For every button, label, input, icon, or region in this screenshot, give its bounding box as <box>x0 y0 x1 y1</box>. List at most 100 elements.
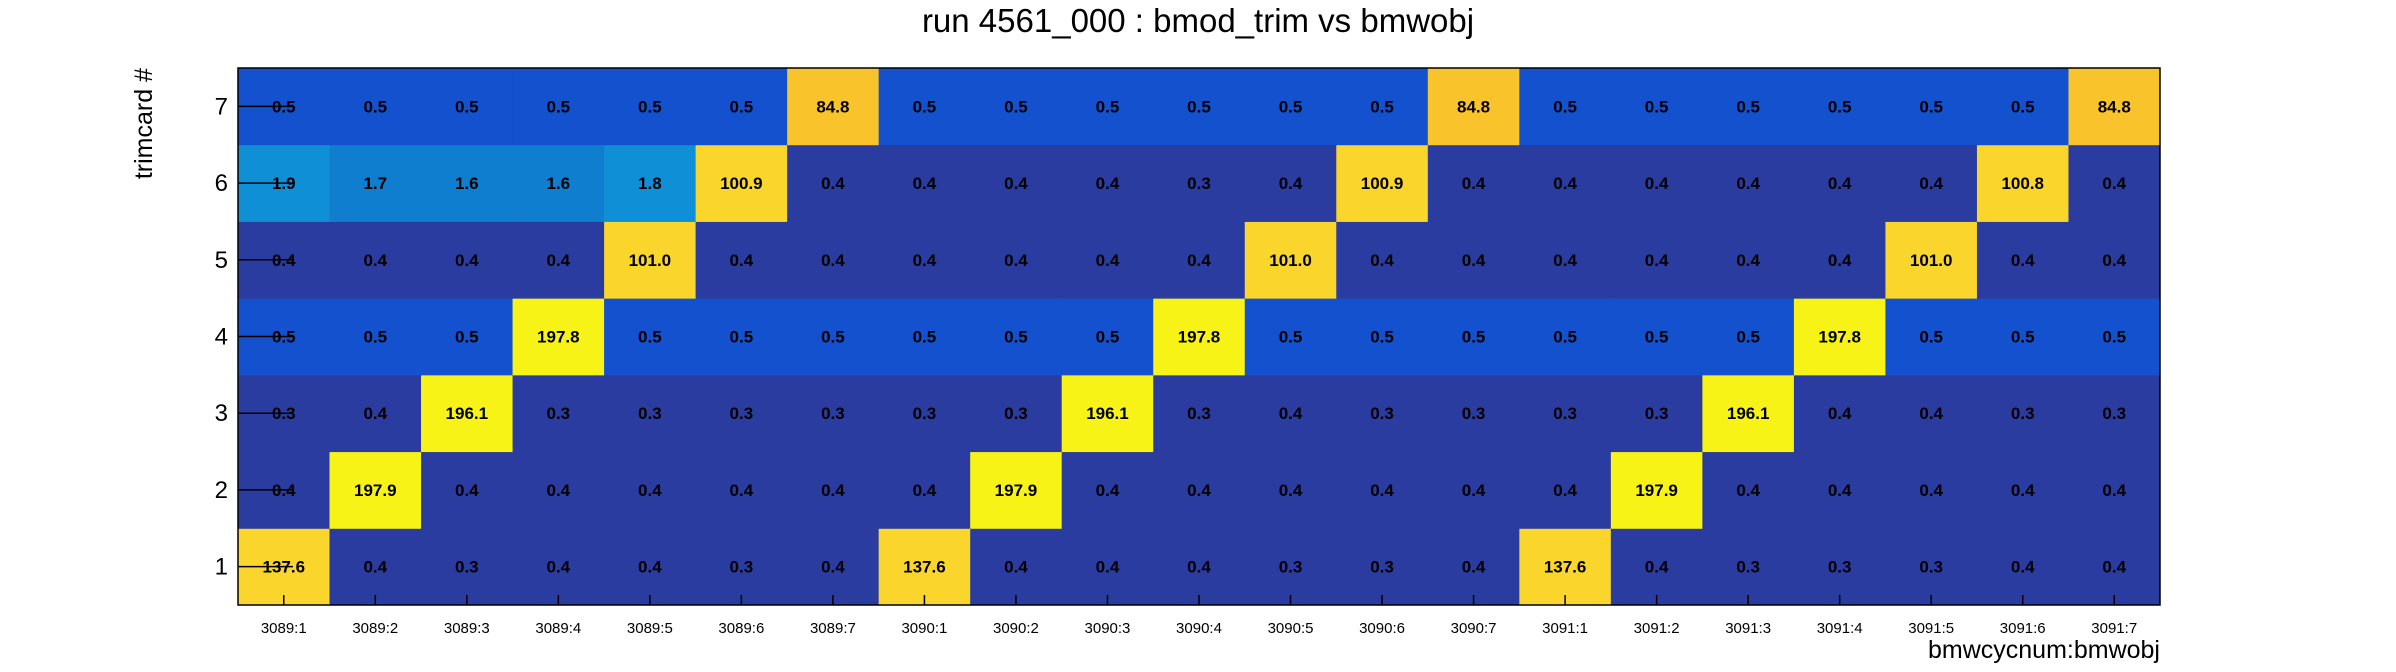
cell-value-label: 0.4 <box>2011 558 2035 577</box>
cell-value-label: 0.4 <box>363 558 387 577</box>
heatmap-cell <box>421 144 514 222</box>
cell-value-label: 0.5 <box>2011 328 2035 347</box>
cell-value-label: 0.4 <box>2102 174 2126 193</box>
heatmap-cell <box>329 528 422 606</box>
heatmap-cell <box>1153 68 1246 146</box>
cell-value-label: 0.3 <box>730 404 754 423</box>
heatmap-cell <box>1244 298 1337 376</box>
cell-value-label: 0.3 <box>455 558 479 577</box>
heatmap-cell <box>2068 451 2161 529</box>
cell-value-label: 0.4 <box>1828 404 1852 423</box>
heatmap-cell <box>787 68 880 146</box>
cell-value-label: 0.4 <box>1096 251 1120 270</box>
heatmap-cell <box>1244 451 1337 529</box>
cell-value-label: 0.4 <box>1096 174 1120 193</box>
cell-value-label: 137.6 <box>903 558 946 577</box>
heatmap-cell <box>604 144 697 222</box>
cell-value-label: 0.5 <box>1645 328 1669 347</box>
heatmap-cell <box>604 374 697 453</box>
cell-value-label: 0.4 <box>1919 174 1943 193</box>
x-tick-label: 3089:5 <box>627 620 673 637</box>
x-tick-label: 3089:4 <box>535 620 581 637</box>
cell-value-label: 84.8 <box>1457 97 1490 116</box>
heatmap-cell <box>1702 451 1795 529</box>
cell-value-label: 101.0 <box>1910 251 1953 270</box>
x-tick-label: 3090:1 <box>901 620 947 637</box>
heatmap-cell <box>878 221 971 299</box>
heatmap-cell <box>1793 374 1886 453</box>
cell-value-label: 0.4 <box>547 481 571 500</box>
cell-value-label: 0.3 <box>913 404 937 423</box>
cell-value-label: 0.3 <box>547 404 571 423</box>
cell-value-label: 1.6 <box>547 174 571 193</box>
heatmap-cell <box>878 451 971 529</box>
heatmap-cell <box>1702 221 1795 299</box>
heatmap-cell <box>1610 298 1703 376</box>
heatmap-cell <box>878 298 971 376</box>
cell-value-label: 0.4 <box>821 481 845 500</box>
cell-value-label: 1.8 <box>638 174 662 193</box>
cell-value-label: 0.4 <box>913 481 937 500</box>
x-tick-label: 3091:7 <box>2091 620 2137 637</box>
heatmap-cell <box>1976 298 2069 376</box>
heatmap-cell <box>1153 144 1246 222</box>
heatmap-cell <box>1336 298 1429 376</box>
cell-value-label: 0.4 <box>1736 251 1760 270</box>
cell-value-label: 0.5 <box>1096 328 1120 347</box>
heatmap-cell <box>1061 528 1154 606</box>
x-tick-label: 3091:4 <box>1817 620 1863 637</box>
heatmap-cell <box>878 528 971 606</box>
heatmap-cell <box>1061 451 1154 529</box>
cell-value-label: 100.9 <box>1361 174 1404 193</box>
y-tick-label: 2 <box>215 477 228 504</box>
heatmap-cell <box>1427 144 1520 222</box>
heatmap-cell <box>512 298 605 376</box>
cell-value-label: 0.4 <box>1187 251 1211 270</box>
cell-value-label: 0.3 <box>1370 404 1394 423</box>
cell-value-label: 0.5 <box>638 328 662 347</box>
cell-value-label: 0.4 <box>1553 174 1577 193</box>
heatmap-cell <box>1336 451 1429 529</box>
y-axis-label: trimcard # <box>130 68 158 179</box>
heatmap-cell <box>1519 451 1612 529</box>
heatmap-cell <box>878 68 971 146</box>
x-tick-label: 3089:1 <box>261 620 307 637</box>
cell-value-label: 0.4 <box>547 251 571 270</box>
cell-value-label: 0.5 <box>913 97 937 116</box>
heatmap-cell <box>421 221 514 299</box>
cell-value-label: 0.4 <box>1187 558 1211 577</box>
heatmap-cell <box>1336 221 1429 299</box>
cell-value-label: 0.5 <box>913 328 937 347</box>
cell-value-label: 0.4 <box>1828 251 1852 270</box>
cell-value-label: 0.5 <box>1828 97 1852 116</box>
cell-value-label: 1.6 <box>455 174 479 193</box>
heatmap-cell <box>1610 451 1703 529</box>
heatmap-cell <box>787 451 880 529</box>
cell-value-label: 0.4 <box>1004 251 1028 270</box>
cell-value-label: 0.4 <box>2102 251 2126 270</box>
cell-value-label: 0.4 <box>1370 481 1394 500</box>
cell-value-label: 0.3 <box>1828 558 1852 577</box>
x-tick-label: 3089:7 <box>810 620 856 637</box>
y-tick-label: 6 <box>215 170 228 197</box>
heatmap-cell <box>421 298 514 376</box>
heatmap-cell <box>787 221 880 299</box>
cell-value-label: 0.5 <box>547 97 571 116</box>
cell-value-label: 0.3 <box>1187 174 1211 193</box>
cell-value-label: 0.4 <box>913 174 937 193</box>
heatmap-cell <box>1793 298 1886 376</box>
cell-value-label: 84.8 <box>816 97 849 116</box>
cell-value-label: 0.4 <box>1919 404 1943 423</box>
heatmap-cell <box>787 374 880 453</box>
heatmap-cell <box>1427 451 1520 529</box>
x-tick-label: 3090:3 <box>1085 620 1131 637</box>
heatmap-cell <box>787 528 880 606</box>
heatmap-cell <box>1244 528 1337 606</box>
cell-value-label: 197.9 <box>354 481 397 500</box>
cell-value-label: 0.5 <box>730 328 754 347</box>
x-tick-label: 3090:6 <box>1359 620 1405 637</box>
cell-value-label: 0.5 <box>1462 328 1486 347</box>
cell-value-label: 0.5 <box>1553 97 1577 116</box>
heatmap-cell <box>1244 144 1337 222</box>
cell-value-label: 0.5 <box>1279 328 1303 347</box>
